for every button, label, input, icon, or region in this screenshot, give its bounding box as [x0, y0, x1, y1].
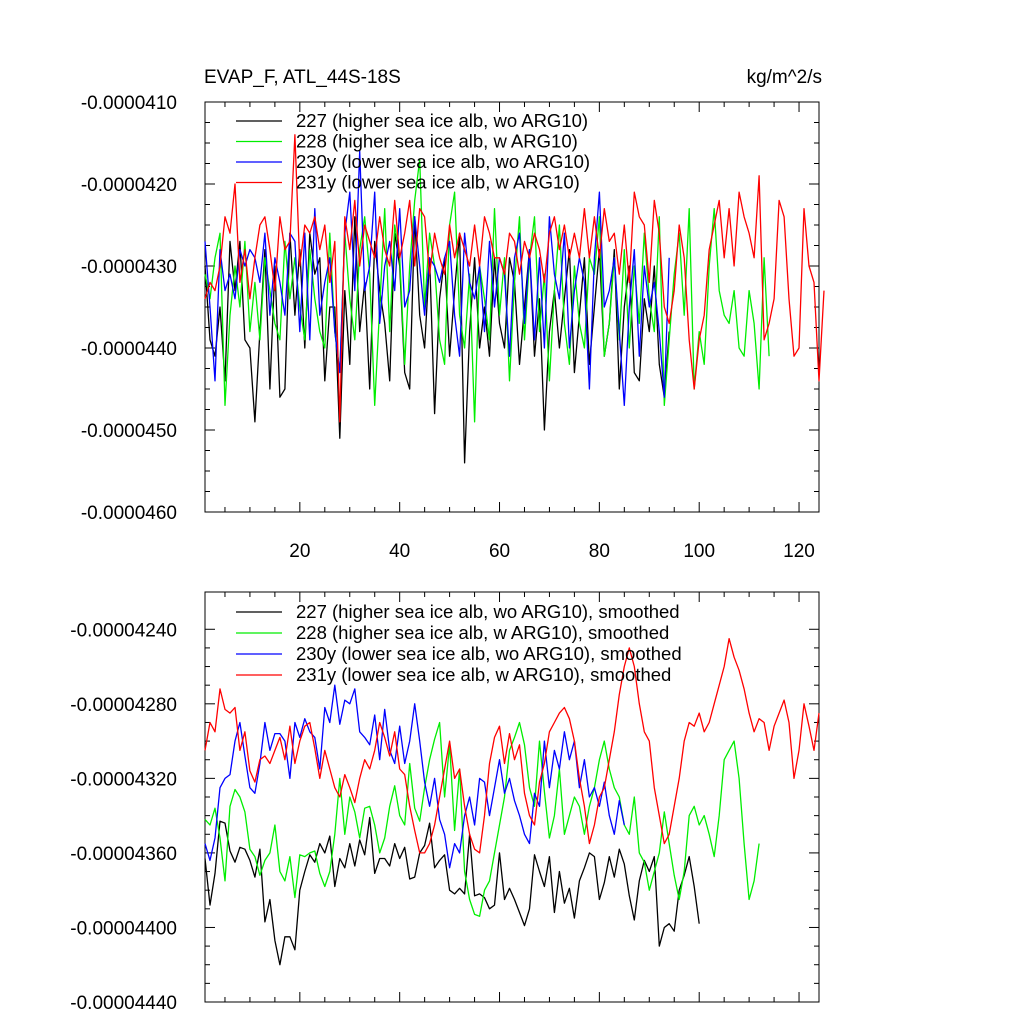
top-legend: 227 (higher sea ice alb, wo ARG10)228 (h…: [236, 110, 590, 193]
x-tick-label: 100: [683, 541, 715, 562]
legend-label: 231y (lower sea ice alb, w ARG10): [296, 172, 580, 193]
y-tick-label: -0.0000430: [81, 257, 177, 278]
legend-label: 228 (higher sea ice alb, w ARG10), smoot…: [296, 622, 669, 643]
top-y-axis: -0.0000410 -0.0000420 -0.0000430 -0.0000440…: [81, 93, 819, 524]
bottom-series-line-2: [204, 721, 760, 917]
legend-label: 227 (higher sea ice alb, wo ARG10): [296, 110, 588, 131]
x-tick-label: 120: [783, 541, 815, 562]
y-tick-label: -0.00004440: [70, 993, 177, 1014]
bottom-series-line-1: [204, 816, 700, 966]
top-chart-panel: -0.0000410 -0.0000420 -0.0000430 -0.0000440…: [81, 93, 825, 562]
y-tick-label: -0.00004280: [70, 695, 177, 716]
y-tick-label: -0.0000440: [81, 339, 177, 360]
unit-label: kg/m^2/s: [747, 67, 822, 88]
top-series-line-3: [204, 150, 670, 407]
y-tick-label: -0.0000450: [81, 421, 177, 442]
y-tick-label: -0.00004400: [70, 918, 177, 939]
top-series-line-2: [204, 158, 770, 423]
x-tick-label: 20: [289, 541, 310, 562]
bottom-chart-panel: -0.00004240 -0.00004280 -0.00004320 -0.0000…: [70, 591, 820, 1014]
bottom-series-line-4: [204, 637, 820, 854]
y-tick-label: -0.0000460: [81, 503, 177, 524]
y-tick-label: -0.0000410: [81, 93, 177, 114]
legend-label: 230y (lower sea ice alb, wo ARG10): [296, 151, 590, 172]
top-series-line-4: [204, 134, 825, 423]
bottom-x-axis: [224, 592, 800, 1002]
bottom-series-line-3: [204, 684, 625, 869]
top-x-axis: 20 40 60 80 100 120: [224, 102, 815, 562]
bottom-legend: 227 (higher sea ice alb, wo ARG10), smoo…: [236, 601, 682, 685]
y-tick-label: -0.00004360: [70, 844, 177, 865]
legend-label: 230y (lower sea ice alb, wo ARG10), smoo…: [296, 643, 682, 664]
legend-label: 228 (higher sea ice alb, w ARG10): [296, 131, 578, 152]
top-series-group: [204, 134, 825, 464]
legend-label: 227 (higher sea ice alb, wo ARG10), smoo…: [296, 601, 680, 622]
x-tick-label: 80: [589, 541, 610, 562]
bottom-y-axis: -0.00004240 -0.00004280 -0.00004320 -0.0000…: [70, 620, 819, 1014]
bottom-series-group: [204, 637, 820, 966]
y-tick-label: -0.00004240: [70, 620, 177, 641]
legend-label: 231y (lower sea ice alb, w ARG10), smoot…: [296, 664, 671, 685]
x-tick-label: 40: [389, 541, 410, 562]
y-tick-label: -0.00004320: [70, 769, 177, 790]
y-tick-label: -0.0000420: [81, 175, 177, 196]
x-tick-label: 60: [489, 541, 510, 562]
chart-title: EVAP_F, ATL_44S-18S: [204, 67, 401, 88]
